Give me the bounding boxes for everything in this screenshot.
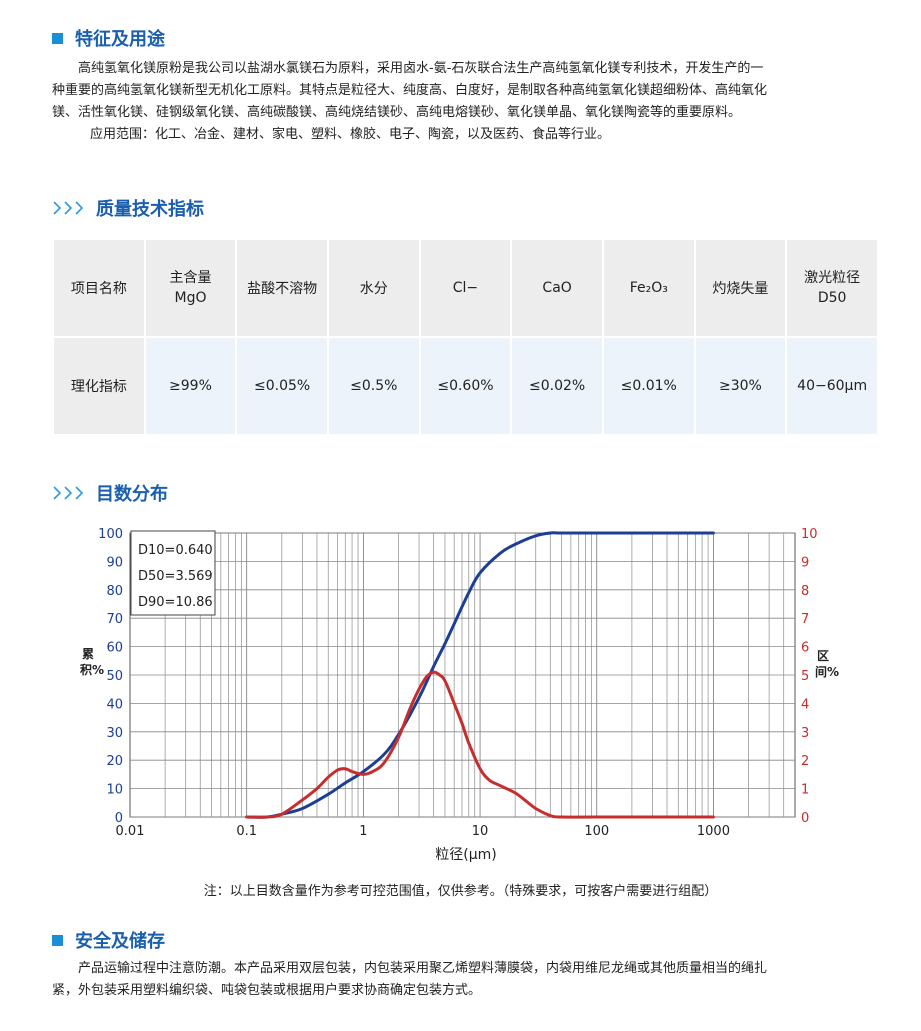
x-tick-label: 0.01 [116, 824, 145, 839]
y-right-tick-label: 2 [801, 754, 809, 769]
quality-spec-table: 项目名称 主含量 MgO 盐酸不溶物 水分 Cl− CaO Fe₂O₃ 灼烧失量… [52, 240, 879, 434]
table-cell: ≥99% [145, 338, 236, 434]
table-cell: ≥30% [695, 338, 786, 434]
y-right-tick-label: 1 [801, 783, 809, 798]
chart-grid [129, 532, 796, 818]
section-heading-features: 特征及用途 [52, 24, 165, 52]
y-right-tick-label: 9 [801, 555, 809, 570]
y-right-tick-label: 5 [801, 669, 809, 684]
interval-series-line [245, 670, 715, 819]
y-left-tick-label: 30 [106, 726, 123, 741]
text-line: 高纯氢氧化镁原粉是我公司以盐湖水氯镁石为原料，采用卤水-氨-石灰联合法生产高纯氢… [78, 61, 764, 76]
y-left-tick-label: 50 [106, 669, 123, 684]
y-left-tick-label: 70 [106, 612, 123, 627]
annotation-label: D90=10.86 [138, 595, 213, 610]
table-row: 理化指标 ≥99% ≤0.05% ≤0.5% ≤0.60% ≤0.02% ≤0.… [54, 338, 877, 434]
y-left-tick-label: 40 [106, 697, 123, 712]
annotation-label: D10=0.640 [138, 543, 213, 558]
x-tick-label: 1000 [697, 824, 730, 839]
table-cell: ≤0.05% [237, 338, 327, 434]
table-header-cell: 盐酸不溶物 [237, 240, 327, 338]
section-title: 质量技术指标 [96, 199, 204, 220]
section-heading-mesh: 目数分布 [52, 479, 168, 507]
y-left-tick-label: 90 [106, 555, 123, 570]
y-right-tick-label: 0 [801, 811, 809, 826]
table-cell: 40−60μm [787, 338, 877, 434]
text-line: 产品运输过程中注意防潮。本产品采用双层包装，内包装采用聚乙烯塑料薄膜袋，内袋用维… [78, 961, 768, 976]
x-tick-label: 10 [472, 824, 489, 839]
chart-series [245, 531, 715, 819]
table-header-cell: 水分 [328, 240, 419, 338]
safety-paragraph: 产品运输过程中注意防潮。本产品采用双层包装，内包装采用聚乙烯塑料薄膜袋，内袋用维… [52, 958, 882, 1002]
d-values-box: D10=0.640 D50=3.569 D90=10.86 [130, 530, 216, 616]
table-cell: ≤0.02% [512, 338, 602, 434]
table-header-cell: 项目名称 [54, 240, 144, 338]
y-right-tick-label: 3 [801, 726, 809, 741]
table-header-cell: 主含量 MgO [145, 240, 236, 338]
y-left-tick-label: 10 [106, 783, 123, 798]
section-heading-quality: 质量技术指标 [52, 194, 204, 222]
table-cell: ≤0.01% [603, 338, 694, 434]
application-line: 应用范围：化工、冶金、建材、家电、塑料、橡胶、电子、陶瓷，以及医药、食品等行业。 [90, 127, 611, 142]
table-cell: ≤0.60% [420, 338, 511, 434]
table-cell: ≤0.5% [328, 338, 419, 434]
x-axis-label: 粒径(μm) [435, 847, 496, 863]
y-left-tick-label: 60 [106, 641, 123, 656]
table-header-row: 项目名称 主含量 MgO 盐酸不溶物 水分 Cl− CaO Fe₂O₃ 灼烧失量… [54, 240, 877, 338]
x-tick-label: 1 [359, 824, 367, 839]
features-paragraph: 高纯氢氧化镁原粉是我公司以盐湖水氯镁石为原料，采用卤水-氨-石灰联合法生产高纯氢… [52, 58, 882, 146]
square-bullet-icon [52, 934, 63, 946]
text-line: 镁、活性氧化镁、硅钢级氧化镁、高纯碳酸镁、高纯烧结镁砂、高纯电熔镁砂、氧化镁单晶… [52, 105, 742, 120]
chart-note: 注：以上目数含量作为参考可控范围值，仅供参考。（特殊要求，可按客户需要进行组配） [203, 884, 718, 899]
cumulative-series-line [245, 531, 715, 819]
section-heading-safety: 安全及储存 [52, 926, 165, 954]
y-right-tick-label: 6 [801, 641, 809, 656]
chevrons-right-icon [53, 201, 84, 215]
y-right-axis-label: 区间% [815, 649, 840, 679]
section-title: 安全及储存 [75, 931, 165, 952]
x-tick-label: 100 [584, 824, 609, 839]
y-left-axis-label: 累积% [80, 647, 105, 677]
section-title: 特征及用途 [75, 29, 165, 50]
y-right-tick-label: 10 [801, 527, 818, 542]
section-title: 目数分布 [96, 484, 168, 505]
text-line: 种重要的高纯氢氧化镁新型无机化工原料。其特点是粒径大、纯度高、白度好，是制取各种… [52, 83, 768, 98]
x-tick-label: 0.1 [236, 824, 257, 839]
square-bullet-icon [52, 32, 63, 44]
y-right-tick-label: 7 [801, 612, 809, 627]
table-header-cell: 灼烧失量 [695, 240, 786, 338]
row-label: 理化指标 [54, 338, 144, 434]
table-header-cell: CaO [512, 240, 602, 338]
y-left-tick-label: 100 [98, 527, 123, 542]
text-line: 紧，外包装采用塑料编织袋、吨袋包装或根据用户要求协商确定包装方式。 [52, 983, 482, 998]
table-header-cell: Fe₂O₃ [603, 240, 694, 338]
y-right-tick-label: 8 [801, 584, 809, 599]
annotation-label: D50=3.569 [138, 569, 213, 584]
y-left-tick-label: 80 [106, 584, 123, 599]
chevrons-right-icon [53, 486, 84, 500]
y-left-tick-label: 20 [106, 754, 123, 769]
table-header-cell: 激光粒径 D50 [787, 240, 877, 338]
table-header-cell: Cl− [420, 240, 511, 338]
y-left-tick-label: 0 [115, 811, 123, 826]
y-right-tick-label: 4 [801, 697, 809, 712]
